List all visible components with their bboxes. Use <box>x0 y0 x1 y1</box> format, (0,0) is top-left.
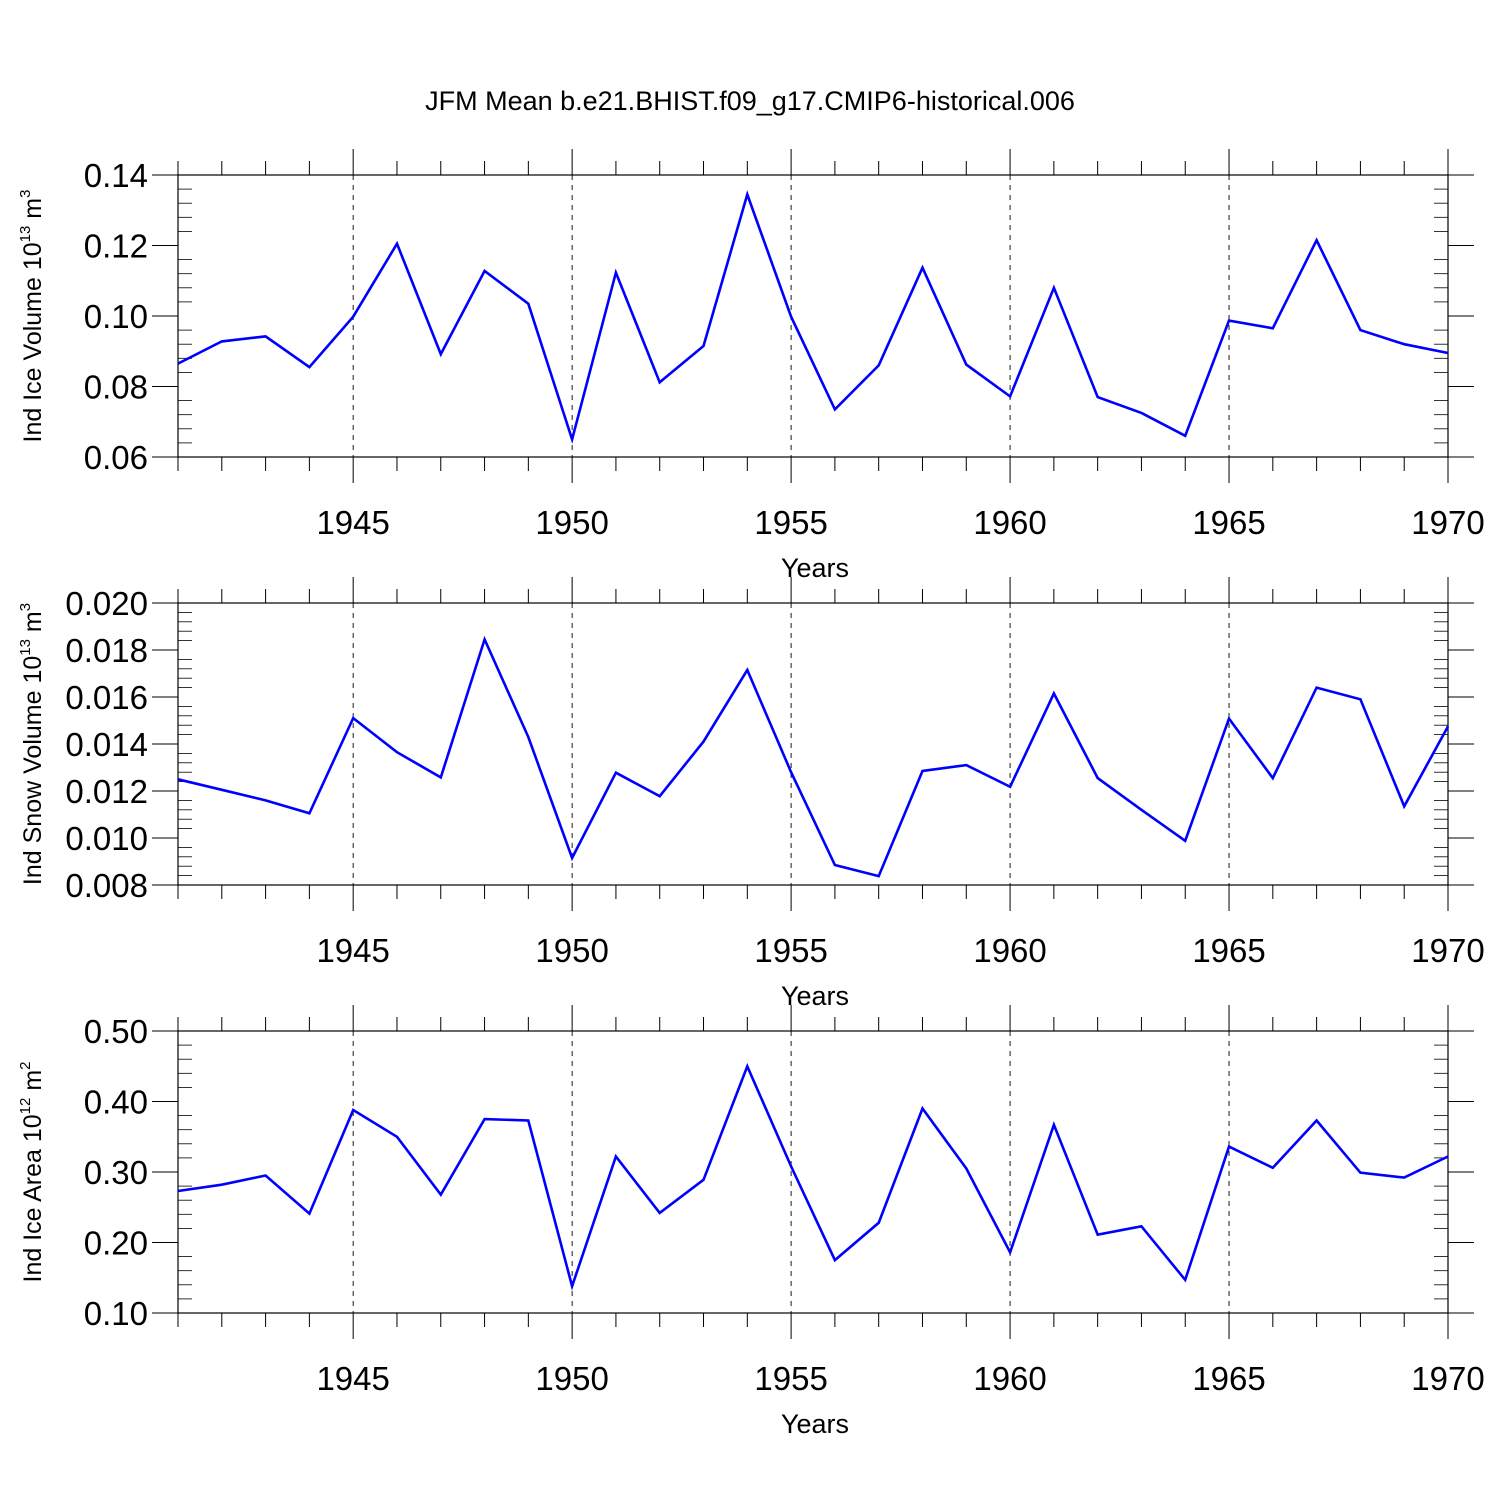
x-tick-label: 1950 <box>535 504 608 541</box>
x-axis-title: Years <box>781 981 849 1011</box>
y-axis-title: Ind Ice Area 1012 m2 <box>17 1062 47 1283</box>
y-tick-label: 0.30 <box>84 1154 148 1191</box>
x-tick-label: 1960 <box>973 932 1046 969</box>
y-axis-title: Ind Snow Volume 1013 m3 <box>17 603 47 885</box>
x-tick-label: 1945 <box>316 504 389 541</box>
y-axis-title: Ind Ice Volume 1013 m3 <box>17 190 47 443</box>
x-tick-label: 1965 <box>1192 932 1265 969</box>
panel-2: 0.008 0.010 0.012 0.014 0.016 0.018 0.020 1945 1… <box>17 577 1485 1011</box>
chart-title: JFM Mean b.e21.BHIST.f09_g17.CMIP6-histo… <box>425 86 1075 116</box>
y-tick-label: 0.020 <box>65 585 148 622</box>
plot-frame <box>177 174 1449 458</box>
y-tick-label: 0.10 <box>84 298 148 335</box>
y-tick-label: 0.008 <box>65 867 148 904</box>
y-tick-label: 0.20 <box>84 1225 148 1262</box>
x-tick-label: 1950 <box>535 1360 608 1397</box>
x-tick-label: 1945 <box>316 932 389 969</box>
y-tick-label: 0.50 <box>84 1013 148 1050</box>
x-tick-label: 1955 <box>754 1360 827 1397</box>
series-line <box>177 635 1450 878</box>
panel-1: 0.06 0.08 0.10 0.12 0.14 1945 1950 1955 1960 1965… <box>17 149 1485 583</box>
y-tick-label: 0.010 <box>65 820 148 857</box>
x-tick-label: 1955 <box>754 932 827 969</box>
x-tick-label: 1950 <box>535 932 608 969</box>
x-tick-label: 1970 <box>1411 1360 1484 1397</box>
series-line <box>177 1062 1449 1291</box>
x-tick-label: 1970 <box>1411 932 1484 969</box>
y-tick-label: 0.014 <box>65 726 148 763</box>
x-tick-label: 1960 <box>973 1360 1046 1397</box>
x-tick-label: 1965 <box>1192 504 1265 541</box>
y-tick-label: 0.12 <box>84 228 148 265</box>
y-tick-label: 0.018 <box>65 632 148 669</box>
panel-3: 0.10 0.20 0.30 0.40 0.50 1945 1950 1955 1960 1965… <box>17 1005 1485 1439</box>
y-tick-label: 0.10 <box>84 1295 148 1332</box>
x-tick-label: 1970 <box>1411 504 1484 541</box>
y-tick-label: 0.14 <box>84 157 148 194</box>
x-axis-title: Years <box>781 1409 849 1439</box>
plot-frame <box>177 1030 1449 1314</box>
x-axis-title: Years <box>781 553 849 583</box>
x-tick-label: 1945 <box>316 1360 389 1397</box>
y-tick-label: 0.40 <box>84 1084 148 1121</box>
y-tick-label: 0.012 <box>65 773 148 810</box>
x-tick-label: 1955 <box>754 504 827 541</box>
plot-frame <box>177 602 1449 886</box>
y-tick-label: 0.08 <box>84 369 148 406</box>
x-tick-label: 1965 <box>1192 1360 1265 1397</box>
series-line <box>177 190 1449 445</box>
x-tick-label: 1960 <box>973 504 1046 541</box>
y-tick-label: 0.06 <box>84 439 148 476</box>
y-tick-label: 0.016 <box>65 679 148 716</box>
